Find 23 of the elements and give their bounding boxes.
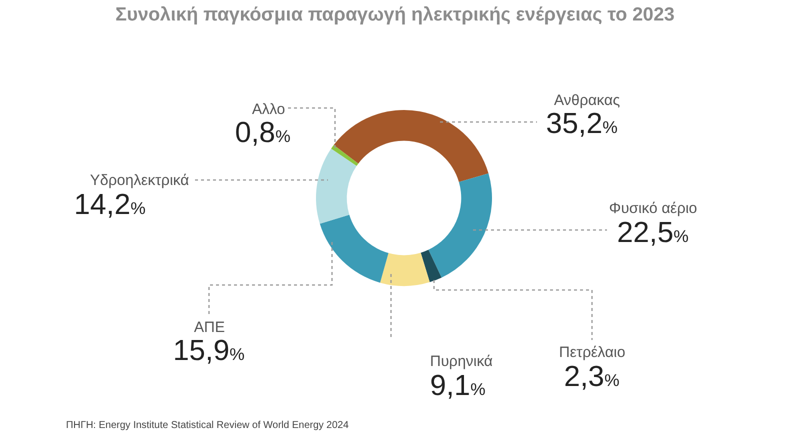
donut-slice <box>334 110 488 182</box>
data-label: 15,9% <box>173 335 245 367</box>
donut-slice <box>380 252 430 286</box>
chart-title: Συνολική παγκόσμια παραγωγή ηλεκτρικής ενέργειας το 2023 <box>115 4 675 26</box>
donut-slice <box>316 148 357 224</box>
text: ΠΗΓΗ: Energy Institute Statistical Review of World Energy 2024 <box>66 420 350 431</box>
slice-label: ΑΠΕ <box>194 319 225 336</box>
slice-label: Υδροηλεκτρικά <box>90 172 190 189</box>
data-label: 0,8% <box>235 117 290 149</box>
data-label: 14,2% <box>74 189 146 221</box>
slice-label: Πυρηνικά <box>430 353 494 370</box>
data-label: 2,3% <box>564 361 620 393</box>
data-label: 22,5% <box>617 217 689 249</box>
donut-slice <box>320 214 388 283</box>
donut-slice <box>420 250 442 282</box>
data-label: 9,1% <box>430 370 486 402</box>
data-label: 35,2% <box>546 108 618 140</box>
slice-label: Φυσικό αέριο <box>609 200 698 217</box>
slice-label: Πετρέλαιο <box>559 344 626 361</box>
donut-slice <box>428 173 492 278</box>
donut-slice <box>331 145 358 166</box>
slice-label: Αλλο <box>252 101 286 118</box>
slice-label: Ανθρακας <box>554 92 620 109</box>
